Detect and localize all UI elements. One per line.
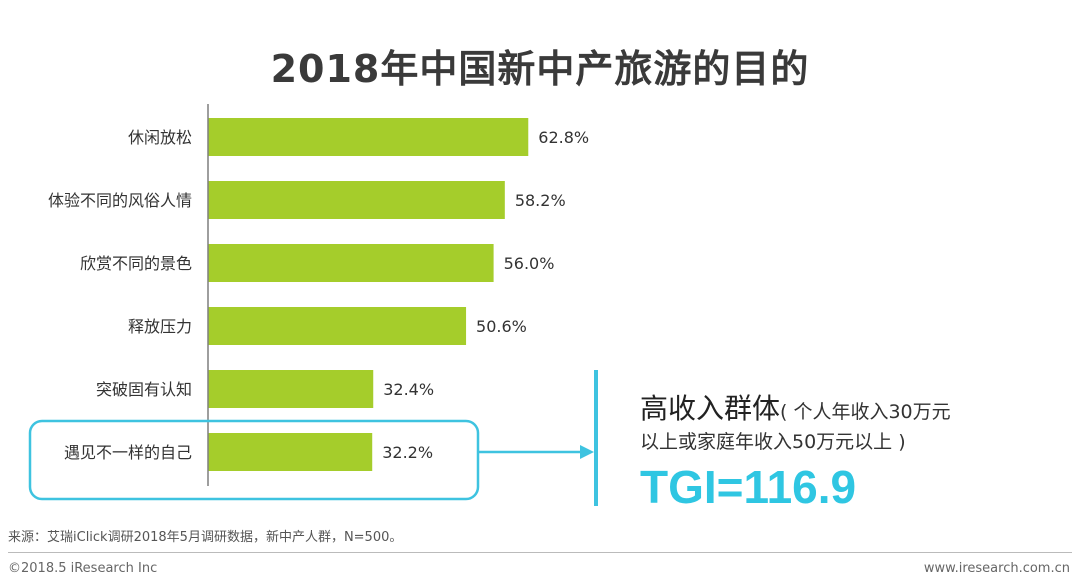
bar: [208, 433, 373, 471]
value-label: 50.6%: [476, 317, 527, 336]
category-label: 释放压力: [128, 317, 192, 336]
arrow-head-icon: [580, 445, 594, 459]
bar: [208, 181, 505, 219]
highlight-box: [28, 419, 480, 501]
tgi-value: TGI=116.9: [640, 461, 857, 513]
value-label: 62.8%: [538, 128, 589, 147]
value-label: 32.2%: [382, 443, 433, 462]
bar: [208, 244, 494, 282]
category-label: 欣赏不同的景色: [80, 254, 192, 273]
group-note-line2: 以上或家庭年收入50万元以上 ): [640, 431, 906, 453]
category-label: 休闲放松: [128, 128, 192, 147]
copyright: ©2018.5 iResearch Inc: [8, 561, 158, 576]
footer-divider: [8, 552, 1072, 553]
bar: [208, 118, 529, 156]
chart-title: 2018年中国新中产旅游的目的: [270, 47, 810, 91]
value-label: 56.0%: [504, 254, 555, 273]
category-label: 突破固有认知: [96, 380, 192, 399]
group-note-line1: ( 个人年收入30万元: [780, 401, 951, 423]
website-link[interactable]: www.iresearch.com.cn: [923, 561, 1070, 576]
value-label: 32.4%: [383, 380, 434, 399]
callout-panel: 高收入群体( 个人年收入30万元 以上或家庭年收入50万元以上 ) TGI=11…: [640, 392, 1060, 515]
bar: [208, 370, 374, 408]
category-label: 遇见不一样的自己: [64, 443, 192, 462]
category-label: 体验不同的风俗人情: [48, 191, 192, 210]
value-label: 58.2%: [515, 191, 566, 210]
source-note: 来源：艾瑞iClick调研2018年5月调研数据，新中产人群，N=500。: [8, 530, 403, 545]
group-label: 高收入群体: [640, 392, 781, 425]
bar: [208, 307, 467, 345]
